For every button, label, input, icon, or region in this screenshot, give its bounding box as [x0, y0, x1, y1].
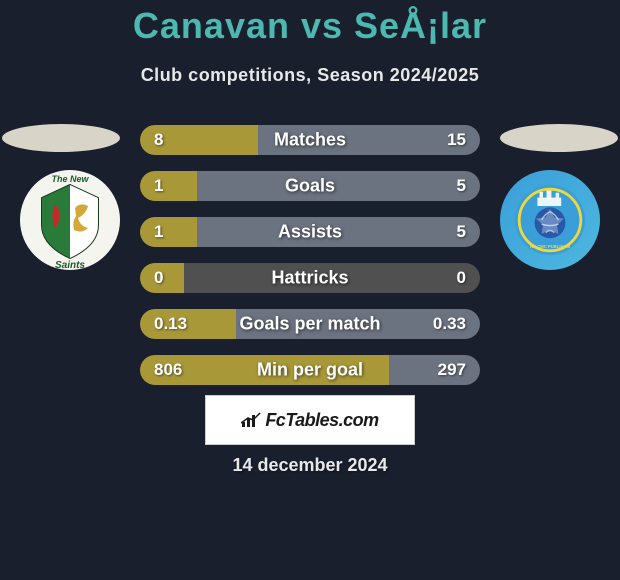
bar-left	[140, 217, 197, 247]
stat-row: 8 Matches 15	[140, 125, 480, 155]
stats-bars: 8 Matches 15 1 Goals 5 1 Assists 5 0 Hat…	[140, 125, 480, 401]
page-title: Canavan vs SeÅ¡lar	[0, 5, 620, 47]
svg-text:Saints: Saints	[55, 260, 85, 270]
comparison-infographic: Canavan vs SeÅ¡lar Club competitions, Se…	[0, 0, 620, 580]
value-left: 806	[154, 360, 182, 380]
value-left: 1	[154, 176, 163, 196]
stat-row: 1 Assists 5	[140, 217, 480, 247]
bar-right	[197, 171, 480, 201]
shadow-ellipse-left	[2, 124, 120, 152]
stat-row: 0.13 Goals per match 0.33	[140, 309, 480, 339]
value-right: 15	[447, 130, 466, 150]
stat-label: Hattricks	[271, 268, 348, 289]
team-logo-left: The New Saints	[20, 170, 120, 270]
value-right: 0	[457, 268, 466, 288]
nk-publikum-crest-icon: NK CMC PUBLIKUM	[515, 185, 585, 255]
value-right: 5	[457, 176, 466, 196]
date-label: 14 december 2024	[232, 455, 387, 476]
bar-left	[140, 171, 197, 201]
svg-text:NK CMC PUBLIKUM: NK CMC PUBLIKUM	[530, 244, 571, 249]
brand-text: FcTables.com	[265, 410, 378, 430]
stat-label: Goals	[285, 176, 335, 197]
stat-row: 0 Hattricks 0	[140, 263, 480, 293]
stat-row: 1 Goals 5	[140, 171, 480, 201]
svg-text:The New: The New	[51, 174, 89, 184]
stat-label: Matches	[274, 130, 346, 151]
value-left: 1	[154, 222, 163, 242]
new-saints-crest-icon: The New Saints	[20, 170, 120, 270]
value-left: 0.13	[154, 314, 187, 334]
stat-row: 806 Min per goal 297	[140, 355, 480, 385]
subtitle: Club competitions, Season 2024/2025	[0, 65, 620, 86]
shadow-ellipse-right	[500, 124, 618, 152]
footer-brand-box: FcTables.com	[205, 395, 415, 445]
stat-label: Min per goal	[257, 360, 363, 381]
value-left: 8	[154, 130, 163, 150]
chart-icon	[241, 410, 261, 431]
value-right: 5	[457, 222, 466, 242]
value-right: 297	[438, 360, 466, 380]
stat-label: Assists	[278, 222, 342, 243]
bar-right	[389, 355, 480, 385]
value-left: 0	[154, 268, 163, 288]
stat-label: Goals per match	[239, 314, 380, 335]
brand-logo: FcTables.com	[241, 410, 378, 431]
team-logo-right: NK CMC PUBLIKUM	[500, 170, 600, 270]
value-right: 0.33	[433, 314, 466, 334]
